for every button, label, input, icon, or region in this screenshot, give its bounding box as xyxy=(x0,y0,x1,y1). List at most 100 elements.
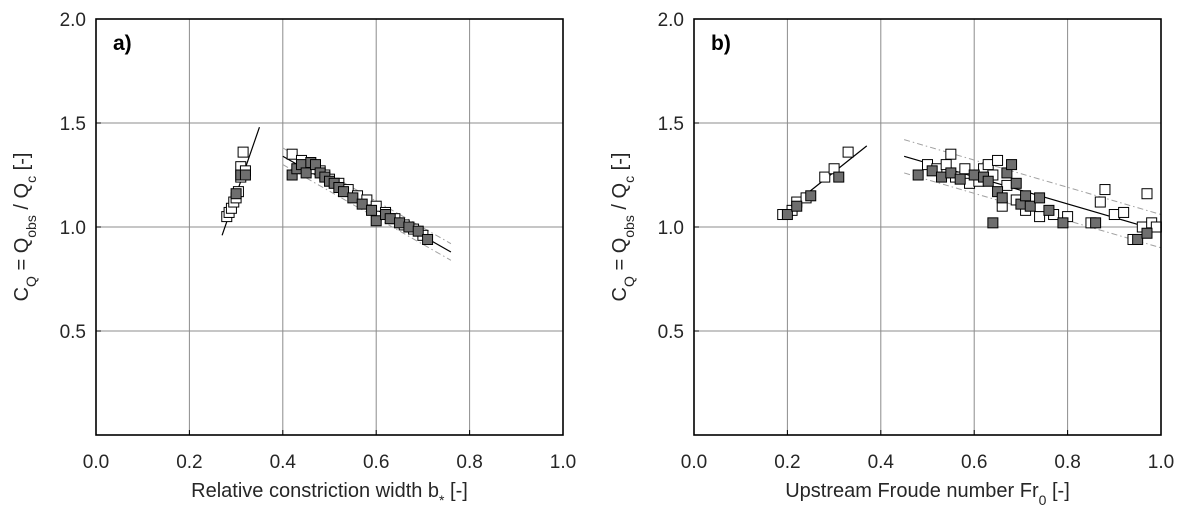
data-point-open xyxy=(1141,188,1153,200)
panel-a: 0.0 0.2 0.4 0.6 0.8 1.0 0.5 1.0 1.5 2.0 a) Relative… xyxy=(11,10,576,508)
data-point-filled xyxy=(300,167,312,179)
y-axis-label-part: C xyxy=(609,287,631,301)
data-point-filled xyxy=(982,175,994,187)
data-point-filled xyxy=(366,204,378,216)
y-axis-label-subscript: obs xyxy=(23,215,39,238)
x-tick-label: 0.0 xyxy=(681,452,707,473)
data-point-filled xyxy=(1024,200,1036,212)
y-tick-label: 1.5 xyxy=(658,114,684,135)
data-point-filled xyxy=(1010,177,1022,189)
data-point-filled xyxy=(422,233,434,245)
data-point-filled xyxy=(945,167,957,179)
data-point-open xyxy=(1108,209,1120,221)
y-axis-label-part: / Q xyxy=(609,183,631,215)
data-point-filled xyxy=(926,165,938,177)
y-axis-label-subscript: c xyxy=(621,176,637,183)
data-point-filled xyxy=(1043,204,1055,216)
data-point-open xyxy=(1034,211,1046,223)
data-point-filled xyxy=(412,225,424,237)
data-point-filled xyxy=(1057,217,1069,229)
x-tick-label: 0.8 xyxy=(1054,452,1080,473)
y-axis-label-subscript: c xyxy=(23,176,39,183)
data-point-filled xyxy=(1141,227,1153,239)
data-point-open xyxy=(1099,184,1111,196)
data-point-filled xyxy=(1006,159,1018,171)
x-axis-label-main: Relative constriction width b xyxy=(191,480,439,502)
x-axis-label-main: Upstream Froude number Fr xyxy=(785,480,1039,502)
data-point-filled xyxy=(791,200,803,212)
y-tick-label: 1.5 xyxy=(60,114,86,135)
data-point-filled xyxy=(954,173,966,185)
y-tick-label: 0.5 xyxy=(60,322,86,343)
data-point-open xyxy=(945,148,957,160)
x-tick-label: 0.4 xyxy=(868,452,895,473)
x-axis-label-unit: [-] xyxy=(1046,480,1069,502)
data-point-filled xyxy=(394,217,406,229)
y-tick-label: 2.0 xyxy=(60,10,86,31)
data-point-filled xyxy=(1034,192,1046,204)
x-axis-label: Upstream Froude number Fr0 [-] xyxy=(785,480,1070,508)
data-point-filled xyxy=(833,171,845,183)
y-tick-label: 2.0 xyxy=(658,10,684,31)
data-point-filled xyxy=(968,169,980,181)
data-point-open xyxy=(819,171,831,183)
data-point-open xyxy=(1001,179,1013,191)
data-point-filled xyxy=(239,169,251,181)
y-axis-label-unit: [-] xyxy=(609,153,631,176)
y-tick-label: 1.0 xyxy=(60,218,86,239)
data-point-filled xyxy=(805,190,817,202)
data-point-filled xyxy=(384,213,396,225)
data-point-filled xyxy=(1090,217,1102,229)
y-axis-label-part: C xyxy=(11,287,33,301)
data-point-open xyxy=(959,163,971,175)
data-point-open xyxy=(992,154,1004,166)
x-tick-label: 0.6 xyxy=(961,452,987,473)
panel-b: 0.0 0.2 0.4 0.6 0.8 1.0 0.5 1.0 1.5 2.0 b) Upstream… xyxy=(609,10,1174,508)
data-point-filled xyxy=(370,215,382,227)
data-point-filled xyxy=(338,186,350,198)
x-tick-label: 0.0 xyxy=(83,452,109,473)
y-tick-label: 0.5 xyxy=(658,322,684,343)
data-point-open xyxy=(1118,206,1130,218)
y-axis-label: CQ = Qobs / Qc [-] xyxy=(11,153,39,302)
x-tick-label: 1.0 xyxy=(1148,452,1174,473)
data-point-filled xyxy=(356,198,368,210)
data-point-open xyxy=(1150,221,1162,233)
x-tick-label: 0.8 xyxy=(456,452,482,473)
data-point-filled xyxy=(936,171,948,183)
data-point-filled xyxy=(781,209,793,221)
data-point-open xyxy=(286,148,298,160)
data-point-filled xyxy=(403,221,415,233)
data-point-filled xyxy=(230,188,242,200)
y-axis-label-unit: [-] xyxy=(11,153,33,176)
confidence-band-line xyxy=(904,172,1162,249)
x-tick-label: 0.2 xyxy=(774,452,800,473)
data-point-open xyxy=(842,146,854,158)
y-tick-label: 1.0 xyxy=(658,218,684,239)
data-point-filled xyxy=(347,192,359,204)
x-tick-label: 0.2 xyxy=(176,452,202,473)
y-axis-label-subscript: Q xyxy=(621,276,637,287)
x-tick-label: 0.4 xyxy=(270,452,297,473)
data-point-filled xyxy=(987,217,999,229)
data-point-filled xyxy=(1132,233,1144,245)
data-point-filled xyxy=(912,169,924,181)
data-point-open xyxy=(1094,196,1106,208)
y-axis-label-subscript: Q xyxy=(23,276,39,287)
x-axis-label: Relative constriction width b* [-] xyxy=(191,480,468,508)
x-axis-label-subscript: * xyxy=(439,492,445,508)
y-axis-label: CQ = Qobs / Qc [-] xyxy=(609,153,637,302)
data-point-open xyxy=(237,146,249,158)
y-axis-label-part: = Q xyxy=(11,238,33,276)
data-point-filled xyxy=(1020,190,1032,202)
x-axis-label-unit: [-] xyxy=(445,480,468,502)
x-tick-label: 1.0 xyxy=(550,452,576,473)
x-axis-label-subscript: 0 xyxy=(1039,492,1047,508)
y-axis-label-subscript: obs xyxy=(621,215,637,238)
y-axis-label-part: = Q xyxy=(609,238,631,276)
data-point-open xyxy=(982,159,994,171)
x-tick-label: 0.6 xyxy=(363,452,389,473)
data-point-filled xyxy=(996,192,1008,204)
panel-label: a) xyxy=(113,32,132,55)
